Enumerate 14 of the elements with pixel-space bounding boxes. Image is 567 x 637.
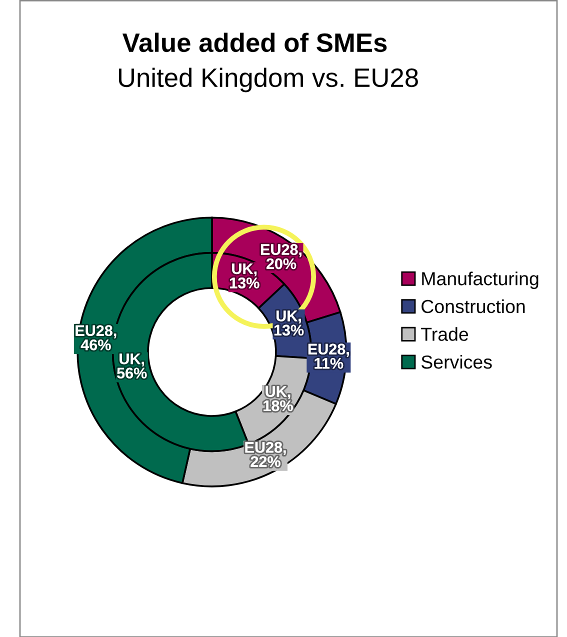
legend-label: Trade: [421, 327, 468, 341]
chart-subtitle: United Kingdom vs. EU28: [118, 68, 418, 92]
data-label: EU28, 46%: [76, 325, 116, 350]
data-label: EU28, 22%: [245, 442, 286, 467]
data-label: UK, 13%: [230, 263, 260, 288]
data-label: UK, 13%: [274, 310, 304, 336]
legend-label: Construction: [422, 299, 525, 314]
data-label: EU28, 11%: [308, 344, 349, 369]
data-label: UK, 18%: [264, 386, 293, 412]
data-label: UK, 56%: [117, 354, 147, 379]
data-label: EU28, 20%: [261, 244, 302, 270]
legend-label: Services: [421, 354, 492, 369]
chart-title: Value added of SMEs: [122, 32, 387, 52]
legend-label: Manufacturing: [422, 272, 538, 290]
